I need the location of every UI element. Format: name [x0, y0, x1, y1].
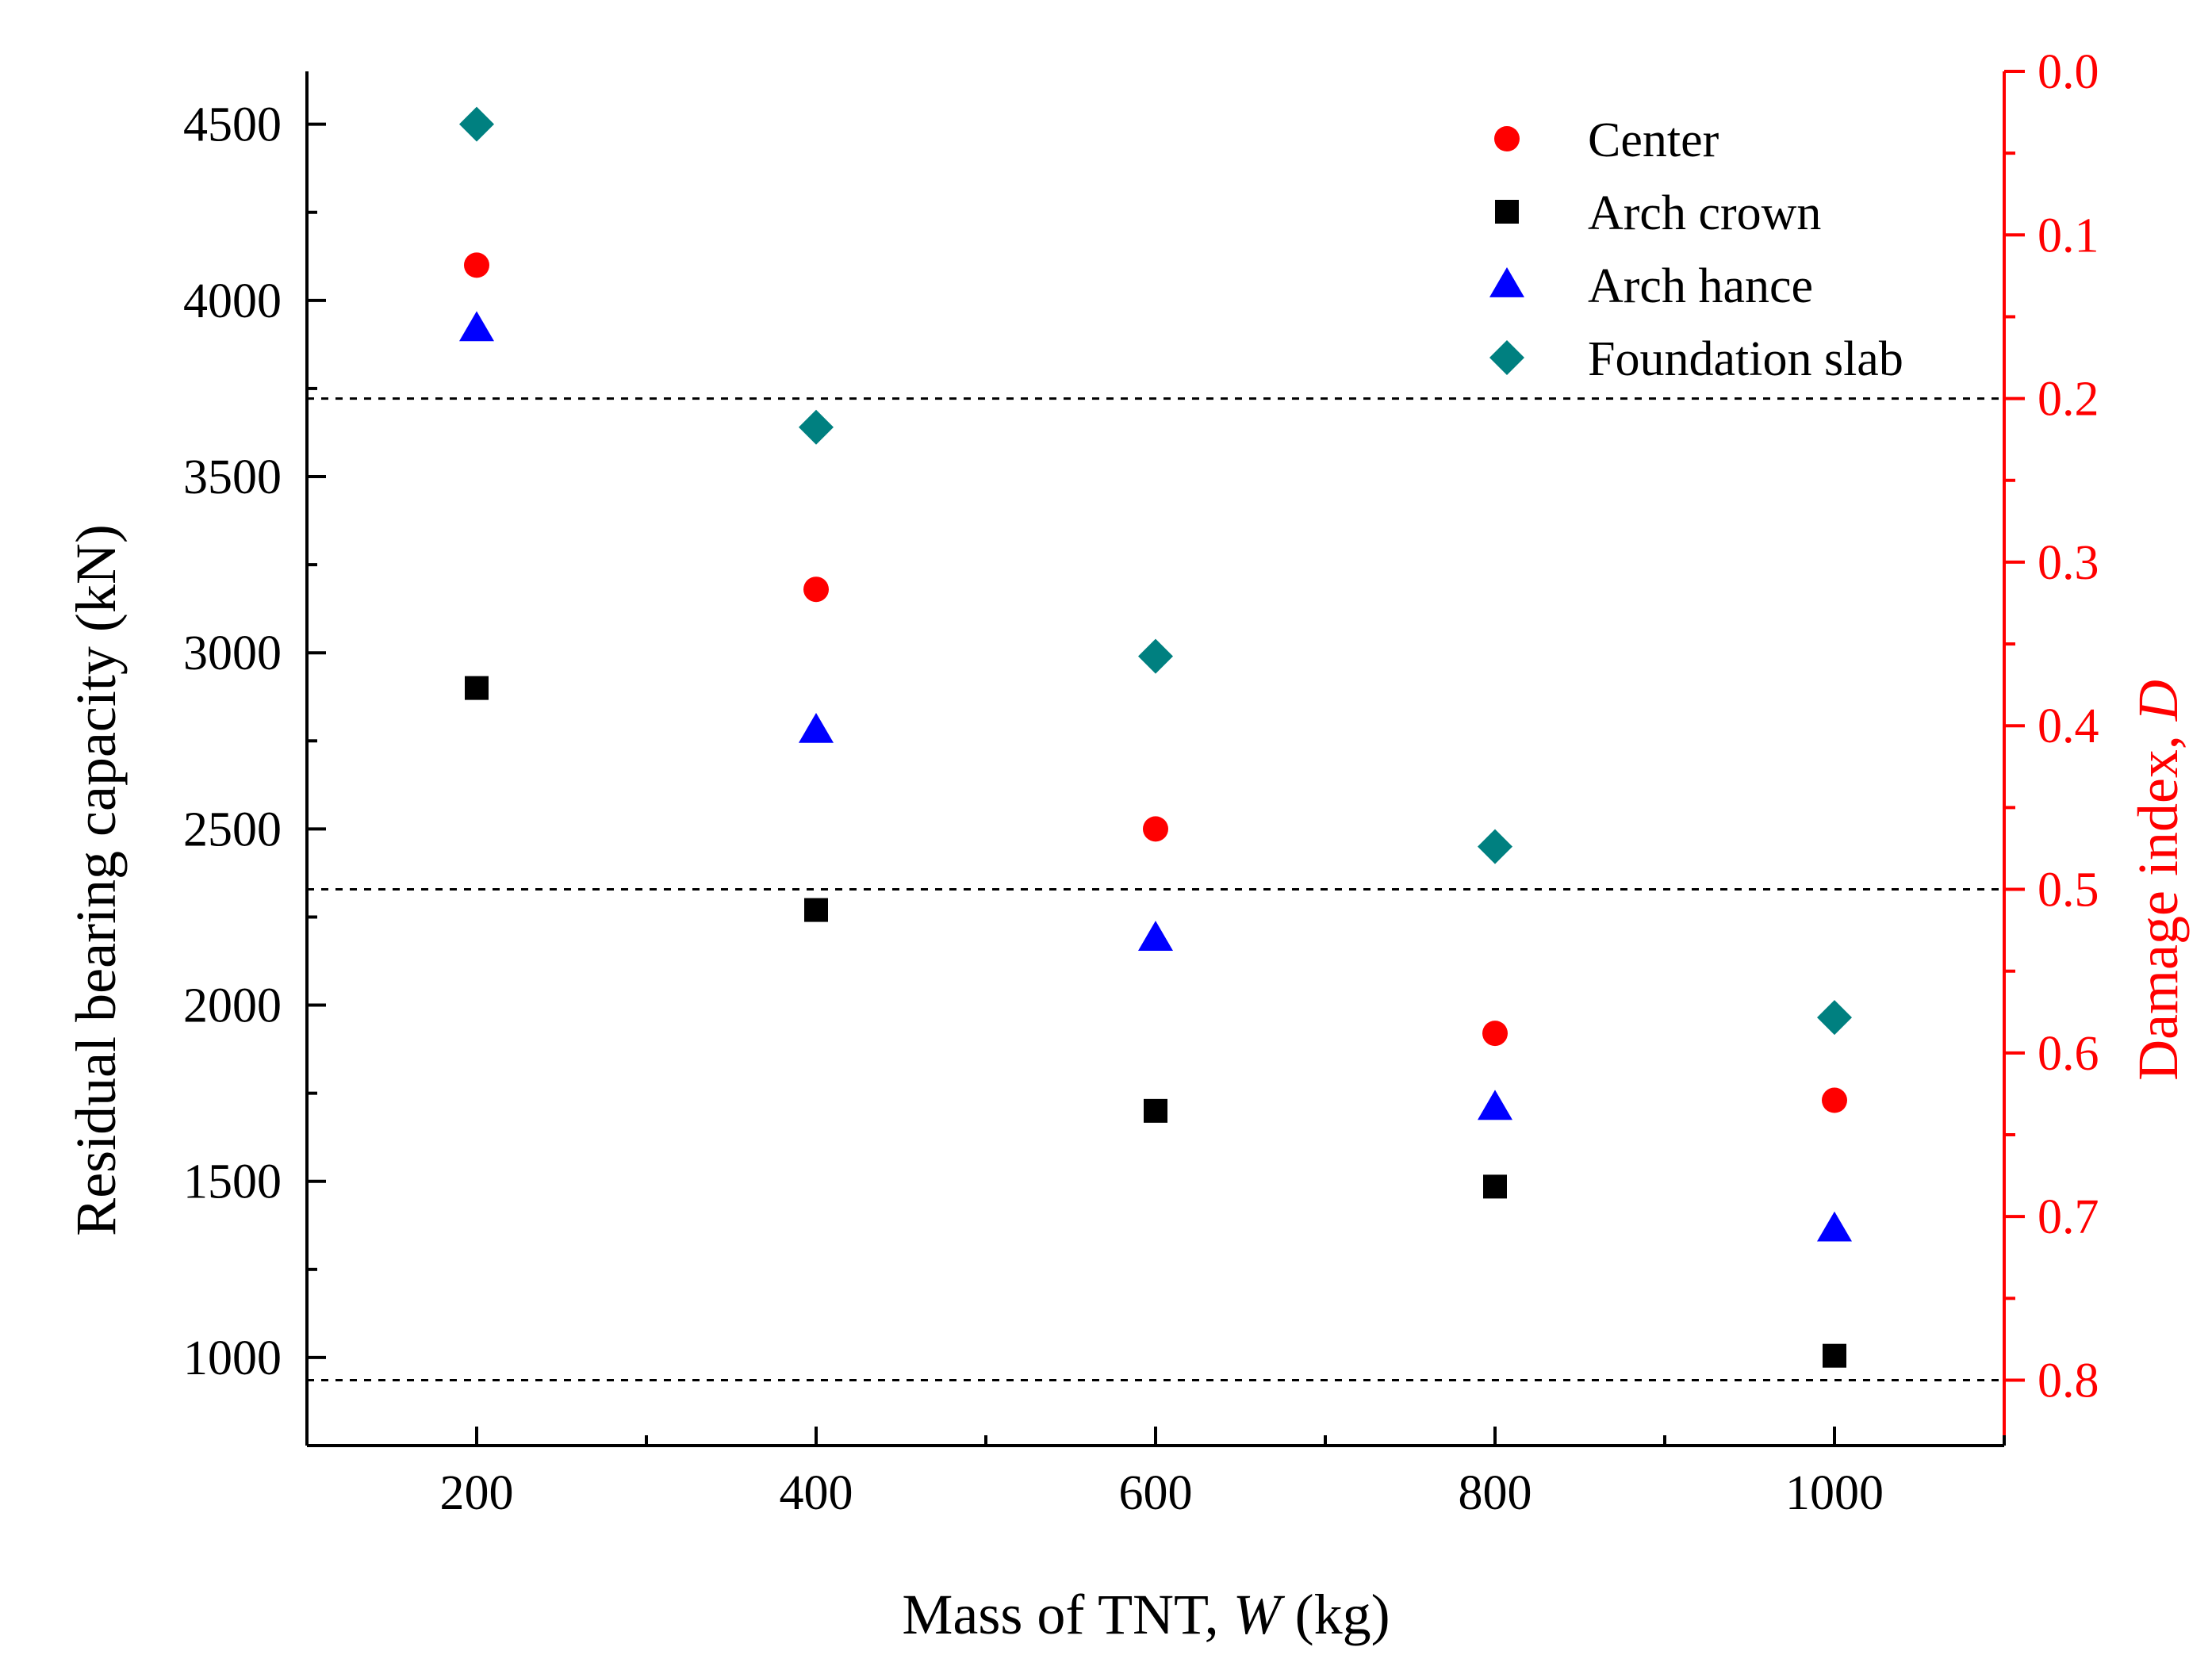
- y2-tick-label: 0.0: [2038, 45, 2099, 99]
- data-marks: [459, 106, 1852, 1368]
- y2-tick-label: 0.2: [2038, 373, 2099, 427]
- legend-label-arch-crown: Arch crown: [1588, 186, 1821, 240]
- y-tick-label: 2000: [183, 979, 282, 1033]
- legend-marker-arch-hance: [1489, 267, 1524, 297]
- center-point: [464, 252, 489, 278]
- foundation-slab-point: [799, 409, 834, 445]
- legend-label-foundation-slab: Foundation slab: [1588, 332, 1903, 386]
- y2-tick-label: 0.8: [2038, 1354, 2099, 1408]
- y2-tick-label: 0.1: [2038, 209, 2099, 262]
- y2-axis-title: Damage index, D: [2126, 680, 2190, 1081]
- reference-lines: [307, 397, 2004, 1381]
- legend-label-arch-hance: Arch hance: [1588, 259, 1813, 313]
- x-axis-title: Mass of TNT, W (kg): [902, 1583, 1390, 1646]
- arch-crown-point: [1823, 1343, 1846, 1368]
- y2-tick-label: 0.6: [2038, 1027, 2099, 1081]
- x-tick-label: 400: [780, 1466, 853, 1520]
- y2-tick-label: 0.3: [2038, 536, 2099, 590]
- arch-hance-point: [1478, 1090, 1512, 1120]
- x-tick-label: 800: [1459, 1466, 1532, 1520]
- y-tick-label: 2500: [183, 802, 282, 856]
- center-point: [1143, 816, 1168, 842]
- arch-crown-point: [1483, 1174, 1507, 1199]
- foundation-slab-point: [1817, 1000, 1852, 1036]
- y2-tick-label: 0.5: [2038, 864, 2099, 917]
- arch-crown-point: [465, 676, 489, 700]
- axes: 200 400 600 800 1000 1000 1500 2000 2500 3000 3500…: [183, 45, 2099, 1520]
- y2-tick-label: 0.4: [2038, 699, 2099, 753]
- y-tick-label: 1500: [183, 1155, 282, 1209]
- legend: Center Arch crown Arch hance Foundation sla…: [1489, 113, 1903, 386]
- legend-marker-foundation-slab: [1489, 340, 1524, 375]
- y-axis-title: Residual bearing capacity (kN): [64, 524, 128, 1236]
- arch-hance-point: [799, 712, 834, 743]
- center-point: [1822, 1087, 1847, 1113]
- center-point: [1482, 1021, 1508, 1047]
- foundation-slab-point: [1138, 638, 1173, 674]
- arch-crown-point: [804, 898, 828, 922]
- y-tick-label: 3000: [183, 626, 282, 680]
- legend-marker-center: [1494, 126, 1520, 151]
- arch-hance-point: [1817, 1211, 1852, 1242]
- x-tick-label: 1000: [1785, 1466, 1884, 1520]
- arch-hance-point: [459, 311, 494, 342]
- y-tick-label: 3500: [183, 450, 282, 504]
- y2-tick-label: 0.7: [2038, 1190, 2099, 1244]
- y-tick-label: 4500: [183, 98, 282, 152]
- legend-marker-arch-crown: [1495, 200, 1519, 224]
- legend-label-center: Center: [1588, 113, 1719, 167]
- y-tick-label: 4000: [183, 274, 282, 328]
- foundation-slab-point: [459, 106, 494, 142]
- x-tick-label: 200: [440, 1466, 514, 1520]
- foundation-slab-point: [1478, 829, 1512, 864]
- y-tick-label: 1000: [183, 1331, 282, 1385]
- center-point: [803, 576, 829, 603]
- arch-hance-point: [1138, 921, 1173, 951]
- arch-crown-point: [1144, 1098, 1167, 1123]
- x-tick-label: 600: [1119, 1466, 1193, 1520]
